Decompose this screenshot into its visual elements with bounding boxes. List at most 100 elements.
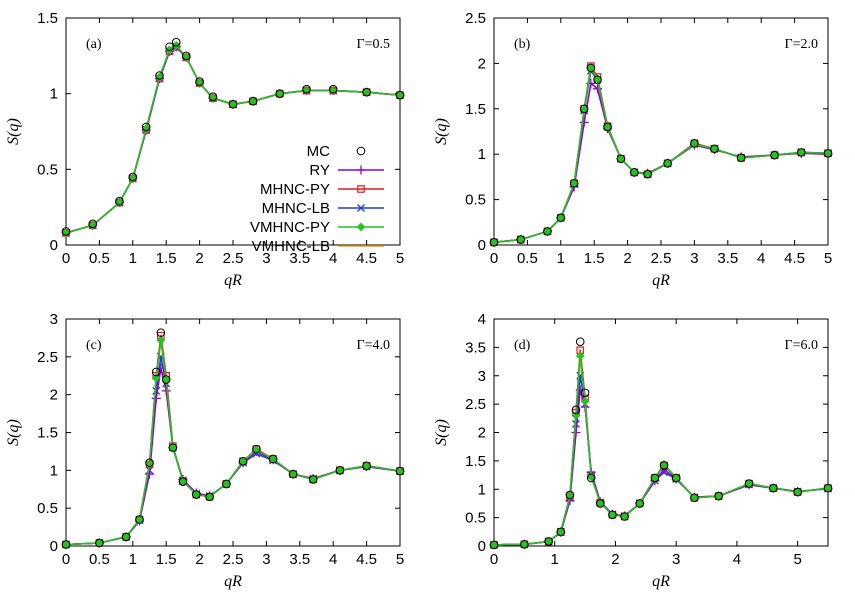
x-tick-label: 0.5 <box>517 250 538 267</box>
x-tick-label: 1.5 <box>584 250 605 267</box>
data-point-mc <box>516 235 526 244</box>
data-point-mc <box>823 483 833 493</box>
data-point-mc <box>205 492 214 502</box>
x-axis-label: qR <box>224 573 242 590</box>
data-point-mc <box>595 499 605 508</box>
y-tick-label: 1.5 <box>37 10 58 27</box>
data-point-mc <box>586 63 596 73</box>
data-point-mc <box>115 196 124 206</box>
data-point-ry <box>579 117 589 127</box>
panel-tag: (d) <box>514 338 531 353</box>
series-mc <box>489 337 833 550</box>
data-point-mc <box>395 90 405 100</box>
data-point-vmhnc-py <box>115 198 124 207</box>
data-point-ry <box>145 469 154 479</box>
y-tick-label: 0.5 <box>37 500 58 517</box>
legend-entry-vmhnc-lb: VMHNC-LB <box>252 238 384 255</box>
x-tick-label: 1 <box>557 250 565 267</box>
data-point-mc <box>335 466 345 475</box>
data-point-mc <box>769 483 778 493</box>
x-tick-label: 1 <box>129 551 137 568</box>
data-point-mc <box>275 89 285 98</box>
series-ry <box>489 78 833 247</box>
y-tick-label: 1 <box>50 86 58 103</box>
y-tick-label: 2.5 <box>37 349 58 366</box>
data-point-vmhnc-py <box>575 351 585 361</box>
series-mhnc-lb <box>490 371 832 549</box>
series-line-vmhnc-lb <box>65 339 401 546</box>
legend: MC RY MHNC-PY MHNC-LB VMHNC-PY VMHNC-LB <box>250 143 384 255</box>
x-tick-label: 0.5 <box>89 250 110 267</box>
data-point-mc <box>268 454 278 464</box>
series-mhnc-py <box>62 331 404 549</box>
data-point-mc <box>663 158 672 168</box>
data-point-mc <box>593 75 602 85</box>
data-point-mc <box>222 479 231 489</box>
data-point-mc <box>575 337 585 347</box>
data-point-mc <box>191 490 201 499</box>
panel-tag: (a) <box>86 37 102 52</box>
data-point-mc <box>671 473 681 483</box>
panel-tag: (b) <box>514 37 531 52</box>
x-tick-label: 1.5 <box>156 250 177 267</box>
chart-panel-a: 0 0.5 1 1.5 2 2.5 3 3.5 4 4.5 5 0 0.5 1 1.5 qR S(q) (a) Γ=… <box>5 10 405 289</box>
y-axis-label: S(q) <box>5 419 22 446</box>
data-point-mc <box>156 328 166 337</box>
data-point-mc <box>181 51 191 61</box>
data-point-mc <box>252 444 261 454</box>
data-point-mc <box>544 537 553 546</box>
data-point-mc <box>565 490 575 500</box>
legend-marker <box>356 165 366 175</box>
data-point-mc <box>61 540 71 549</box>
x-tick-label: 5 <box>793 551 801 568</box>
data-point-vmhnc-py <box>580 396 590 406</box>
y-tick-label: 3 <box>478 368 486 385</box>
data-point-mc <box>690 493 699 503</box>
x-tick-label: 1 <box>551 551 559 568</box>
gamma-annotation: Γ=4.0 <box>357 338 391 353</box>
y-tick-label: 1.5 <box>37 425 58 442</box>
legend-entry-mc: MC <box>307 143 366 160</box>
data-point-mc <box>543 227 552 236</box>
data-point-mc <box>616 154 626 164</box>
y-tick-label: 1.5 <box>465 101 486 118</box>
x-tick-label: 0 <box>62 250 70 267</box>
x-axis-label: qR <box>652 272 670 289</box>
data-point-mc <box>556 213 566 223</box>
series-vmhnc-lb <box>65 339 401 546</box>
data-point-vmhnc-py <box>88 220 98 230</box>
data-point-mc <box>248 96 258 106</box>
data-point-mc <box>362 461 371 471</box>
y-tick-label: 0.5 <box>465 192 486 209</box>
x-tick-label: 4.5 <box>356 250 377 267</box>
data-point-mc <box>128 172 138 182</box>
data-point-vmhnc-py <box>208 93 218 103</box>
data-point-mc <box>635 499 645 508</box>
y-tick-label: 4 <box>478 311 486 328</box>
x-tick-label: 2 <box>611 551 619 568</box>
series-mc <box>489 63 833 247</box>
y-tick-label: 0 <box>478 538 486 555</box>
series-mhnc-lb <box>490 66 832 247</box>
series-mhnc-py <box>490 346 832 549</box>
x-tick-label: 4 <box>757 250 765 267</box>
data-point-mc <box>288 469 298 479</box>
data-point-mc <box>95 538 104 548</box>
x-tick-label: 5 <box>396 551 404 568</box>
x-tick-label: 2 <box>195 551 203 568</box>
data-point-mc <box>643 169 652 179</box>
data-point-mc <box>151 367 161 377</box>
data-point-mc <box>328 84 338 94</box>
x-tick-label: 4.5 <box>784 250 805 267</box>
x-tick-label: 5 <box>824 250 832 267</box>
data-point-mc <box>165 42 174 52</box>
data-point-mc <box>629 168 639 177</box>
data-point-vmhnc-py <box>593 74 602 84</box>
x-tick-label: 4 <box>329 551 337 568</box>
series-mc <box>61 37 405 236</box>
x-tick-label: 2.5 <box>223 250 244 267</box>
data-point-mc <box>520 539 529 549</box>
data-point-ry <box>161 386 171 396</box>
data-point-mc <box>580 388 590 398</box>
